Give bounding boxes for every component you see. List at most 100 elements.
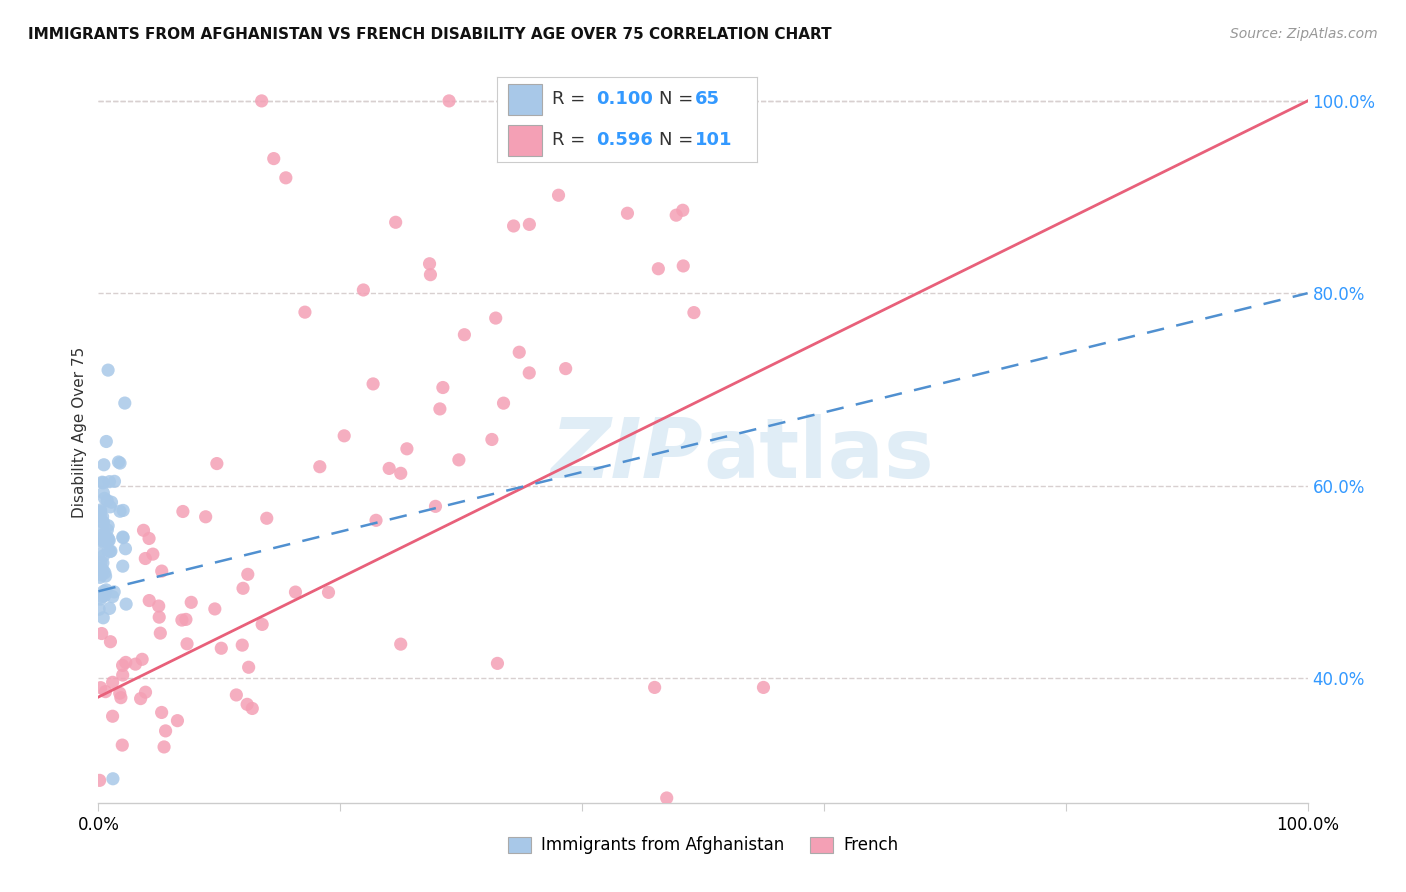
Point (114, 541, 136, 556)
Point (111, 738, 134, 752)
Point (447, 453, 470, 467)
Point (107, 455, 129, 469)
Point (142, 547, 165, 561)
Legend: Immigrants from Afghanistan, French: Immigrants from Afghanistan, French (502, 830, 904, 861)
Point (419, 268, 441, 282)
Point (508, 345, 530, 359)
Point (238, 660, 260, 674)
Point (640, 135, 662, 149)
Point (647, 261, 669, 276)
Point (389, 467, 412, 481)
Point (90, 568, 112, 582)
Point (114, 396, 136, 410)
Point (425, 500, 447, 514)
Point (101, 675, 124, 690)
Point (240, 701, 263, 715)
Point (294, 305, 316, 319)
Point (432, 380, 454, 394)
Point (148, 599, 170, 613)
Point (364, 513, 387, 527)
Point (90, 561, 112, 575)
Point (93, 535, 115, 549)
Point (111, 530, 134, 544)
Point (89, 570, 111, 584)
Point (672, 203, 695, 218)
Point (138, 532, 160, 546)
Point (384, 215, 406, 229)
Point (250, 617, 273, 632)
Point (308, 459, 330, 474)
Point (131, 652, 153, 666)
Point (93, 491, 115, 506)
Point (91, 527, 114, 541)
Point (90, 534, 112, 549)
Point (90, 503, 112, 517)
Point (98, 533, 121, 548)
Point (89, 547, 111, 561)
Point (180, 595, 202, 609)
Point (149, 626, 172, 640)
Point (499, 140, 522, 154)
Point (519, 218, 541, 232)
Point (100, 544, 122, 558)
Point (103, 585, 125, 599)
Point (547, 188, 569, 202)
Point (90, 555, 112, 569)
Point (666, 84, 689, 98)
Point (333, 429, 356, 443)
Point (94, 684, 117, 698)
Point (111, 559, 134, 574)
Point (91, 556, 114, 570)
Point (256, 511, 278, 525)
Point (134, 685, 156, 699)
Point (114, 656, 136, 670)
Point (579, 84, 602, 98)
Point (96, 523, 118, 537)
Point (150, 706, 173, 720)
Point (103, 475, 125, 489)
Point (89, 773, 111, 788)
Point (205, 457, 228, 471)
Point (98, 601, 121, 615)
Point (124, 657, 146, 672)
Point (108, 686, 131, 700)
Point (101, 772, 124, 786)
Point (96, 434, 118, 449)
Point (166, 714, 188, 728)
Point (284, 585, 307, 599)
Point (91, 475, 114, 490)
Point (148, 610, 170, 624)
Point (361, 376, 384, 391)
Point (91, 523, 114, 537)
Point (89, 505, 111, 519)
Point (419, 257, 441, 271)
Point (111, 658, 134, 673)
Point (598, 88, 620, 103)
Point (129, 691, 152, 706)
Point (111, 668, 134, 682)
Y-axis label: Disability Age Over 75: Disability Age Over 75 (72, 347, 87, 518)
Point (93, 458, 115, 472)
Point (93, 516, 115, 530)
Point (683, 305, 706, 319)
Point (437, 94, 460, 108)
Point (485, 311, 508, 326)
Point (89, 602, 111, 616)
Point (204, 602, 226, 616)
Point (389, 637, 412, 651)
Point (108, 456, 131, 470)
Point (97, 533, 120, 548)
Point (96, 493, 118, 508)
Point (665, 208, 688, 222)
Point (250, 94, 273, 108)
Point (150, 564, 173, 578)
Point (112, 503, 135, 517)
Point (231, 638, 253, 652)
Point (155, 723, 177, 738)
Point (672, 259, 695, 273)
Point (101, 590, 124, 604)
Point (98, 475, 121, 489)
Point (89, 592, 111, 607)
Point (98, 500, 121, 514)
Text: Source: ZipAtlas.com: Source: ZipAtlas.com (1230, 27, 1378, 41)
